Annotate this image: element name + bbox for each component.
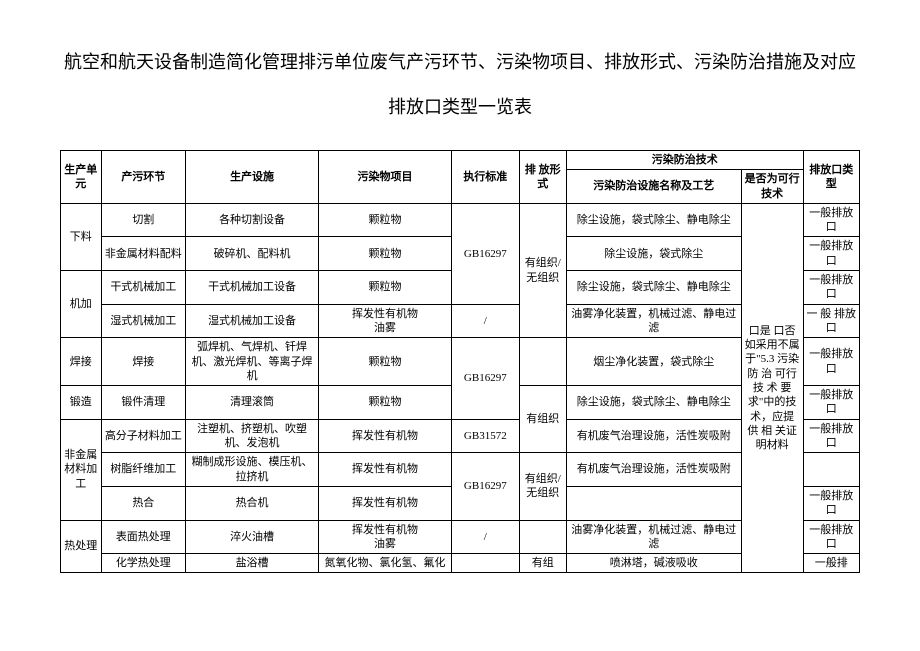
- cell-equipment: 破碎机、配料机: [186, 237, 319, 271]
- header-tech-group: 污染防治技术: [566, 151, 803, 170]
- cell-pollutant: 颗粒物: [319, 338, 452, 386]
- cell-pollutant: 挥发性有机物 油雾: [319, 520, 452, 554]
- cell-stage: 湿式机械加工: [101, 304, 186, 338]
- cell-outlet: 一般排放口: [803, 486, 859, 520]
- cell-stage: 热合: [101, 486, 186, 520]
- cell-outlet: 一般排放口: [803, 237, 859, 271]
- cell-tech: 除尘设施，袋式除尘、静电除尘: [566, 203, 741, 237]
- cell-form: [519, 520, 566, 554]
- cell-unit: 焊接: [61, 338, 102, 386]
- table-row: 树脂纤维加工 糊制成形设施、模压机、拉挤机 挥发性有机物 GB16297 有组织…: [61, 453, 860, 487]
- cell-equipment: 盐浴槽: [186, 554, 319, 573]
- header-tech-name: 污染防治设施名称及工艺: [566, 170, 741, 204]
- cell-unit: 锻造: [61, 386, 102, 420]
- cell-form: 有组: [519, 554, 566, 573]
- table-row: 化学热处理 盐浴槽 氮氧化物、氯化氢、氟化 有组 喷淋塔，碱液吸收 一般排: [61, 554, 860, 573]
- cell-tech: 油雾净化装置，机械过滤、静电过滤: [566, 304, 741, 338]
- page-title: 航空和航天设备制造简化管理排污单位废气产污环节、污染物项目、排放形式、污染防治措…: [60, 40, 860, 130]
- cell-stage: 高分子材料加工: [101, 419, 186, 453]
- cell-outlet: 一般排放口: [803, 203, 859, 237]
- cell-tech: 油雾净化装置，机械过滤、静电过滤: [566, 520, 741, 554]
- cell-tech: 除尘设施，袋式除尘、静电除尘: [566, 386, 741, 420]
- cell-unit: 下料: [61, 203, 102, 270]
- cell-feasible: 口是 口否 如采用不属于"5.3 污染 防 治 可行 技 术 要求"中的技术，应…: [741, 203, 803, 573]
- table-row: 焊接 焊接 弧焊机、气焊机、钎焊机、激光焊机、等离子焊机 颗粒物 GB16297…: [61, 338, 860, 386]
- header-unit: 生产单元: [61, 151, 102, 204]
- cell-stage: 化学热处理: [101, 554, 186, 573]
- cell-equipment: 湿式机械加工设备: [186, 304, 319, 338]
- cell-unit: 热处理: [61, 520, 102, 573]
- cell-equipment: 各种切割设备: [186, 203, 319, 237]
- cell-outlet: 一般排放口: [803, 520, 859, 554]
- cell-standard: /: [452, 304, 520, 338]
- table-row: 热处理 表面热处理 淬火油槽 挥发性有机物 油雾 / 油雾净化装置，机械过滤、静…: [61, 520, 860, 554]
- cell-pollutant: 颗粒物: [319, 237, 452, 271]
- cell-tech: 喷淋塔，碱液吸收: [566, 554, 741, 573]
- cell-tech: 除尘设施，袋式除尘: [566, 237, 741, 271]
- header-pollutant: 污染物项目: [319, 151, 452, 204]
- cell-outlet: 一般排放口: [803, 271, 859, 305]
- cell-pollutant: 颗粒物: [319, 203, 452, 237]
- header-stage: 产污环节: [101, 151, 186, 204]
- header-form: 排 放形式: [519, 151, 566, 204]
- cell-pollutant: 氮氧化物、氯化氢、氟化: [319, 554, 452, 573]
- cell-tech: [566, 486, 741, 520]
- cell-form: 有组织/无组织: [519, 203, 566, 337]
- cell-tech: 有机废气治理设施，活性炭吸附: [566, 453, 741, 487]
- header-outlet: 排放口类型: [803, 151, 859, 204]
- cell-outlet: 一般排: [803, 554, 859, 573]
- table-row: 湿式机械加工 湿式机械加工设备 挥发性有机物 油雾 / 油雾净化装置，机械过滤、…: [61, 304, 860, 338]
- cell-equipment: 糊制成形设施、模压机、拉挤机: [186, 453, 319, 487]
- cell-equipment: 淬火油槽: [186, 520, 319, 554]
- cell-pollutant: 挥发性有机物 油雾: [319, 304, 452, 338]
- cell-outlet: 一 般 排放口: [803, 304, 859, 338]
- cell-stage: 锻件清理: [101, 386, 186, 420]
- cell-stage: 非金属材料配料: [101, 237, 186, 271]
- cell-equipment: 注塑机、挤塑机、吹塑机、发泡机: [186, 419, 319, 453]
- cell-form: [519, 338, 566, 386]
- table-row: 非金属材料加工 高分子材料加工 注塑机、挤塑机、吹塑机、发泡机 挥发性有机物 G…: [61, 419, 860, 453]
- cell-equipment: 热合机: [186, 486, 319, 520]
- cell-outlet: [803, 453, 859, 487]
- cell-stage: 表面热处理: [101, 520, 186, 554]
- cell-standard: GB31572: [452, 419, 520, 453]
- cell-standard: GB16297: [452, 203, 520, 304]
- cell-equipment: 弧焊机、气焊机、钎焊机、激光焊机、等离子焊机: [186, 338, 319, 386]
- cell-tech: 烟尘净化装置，袋式除尘: [566, 338, 741, 386]
- cell-outlet: 一般排放口: [803, 338, 859, 386]
- cell-standard: GB16297: [452, 338, 520, 419]
- cell-unit: 机加: [61, 271, 102, 338]
- cell-standard: [452, 554, 520, 573]
- header-standard: 执行标准: [452, 151, 520, 204]
- cell-stage: 树脂纤维加工: [101, 453, 186, 487]
- cell-form: 有组织/无组织: [519, 453, 566, 520]
- cell-outlet: 一般排放口: [803, 419, 859, 453]
- main-table: 生产单元 产污环节 生产设施 污染物项目 执行标准 排 放形式 污染防治技术 排…: [60, 150, 860, 573]
- header-feasible: 是否为可行技术: [741, 170, 803, 204]
- cell-pollutant: 颗粒物: [319, 271, 452, 305]
- header-equipment: 生产设施: [186, 151, 319, 204]
- cell-pollutant: 颗粒物: [319, 386, 452, 420]
- cell-pollutant: 挥发性有机物: [319, 453, 452, 487]
- cell-equipment: 清理滚筒: [186, 386, 319, 420]
- cell-standard: GB16297: [452, 453, 520, 520]
- cell-tech: 除尘设施，袋式除尘、静电除尘: [566, 271, 741, 305]
- cell-outlet: 一般排放口: [803, 386, 859, 420]
- table-row: 下料 切割 各种切割设备 颗粒物 GB16297 有组织/无组织 除尘设施，袋式…: [61, 203, 860, 237]
- cell-stage: 切割: [101, 203, 186, 237]
- cell-unit: 非金属材料加工: [61, 419, 102, 520]
- cell-stage: 干式机械加工: [101, 271, 186, 305]
- cell-equipment: 干式机械加工设备: [186, 271, 319, 305]
- cell-stage: 焊接: [101, 338, 186, 386]
- cell-form: 有组织: [519, 386, 566, 453]
- cell-standard: /: [452, 520, 520, 554]
- cell-pollutant: 挥发性有机物: [319, 419, 452, 453]
- cell-tech: 有机废气治理设施，活性炭吸附: [566, 419, 741, 453]
- cell-pollutant: 挥发性有机物: [319, 486, 452, 520]
